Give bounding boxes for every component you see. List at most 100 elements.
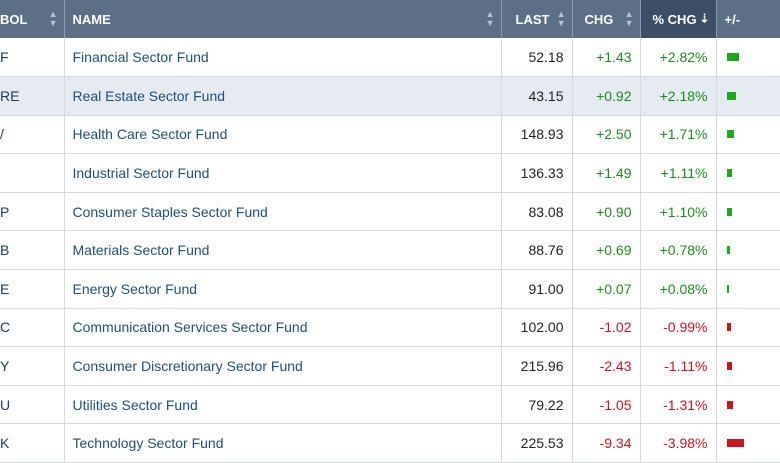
fund-name-link[interactable]: Communication Services Sector Fund (64, 308, 502, 347)
last-price-cell: 91.00 (501, 269, 573, 309)
change-bar (726, 246, 730, 255)
change-cell: +2.50 (572, 115, 641, 154)
percent-change-cell: +2.82% (640, 38, 717, 77)
sort-arrows-icon: ▲ ▼ (48, 9, 58, 28)
fund-name-link[interactable]: Industrial Sector Fund (64, 153, 502, 193)
table-row[interactable]: U Utilities Sector Fund 79.22 -1.05 -1.31% (0, 385, 780, 424)
fund-name-link[interactable]: Energy Sector Fund (64, 269, 502, 309)
symbol-cell[interactable]: P (0, 192, 65, 231)
fund-name-link[interactable]: Consumer Staples Sector Fund (64, 192, 502, 231)
change-cell: +0.69 (572, 230, 641, 270)
last-price-cell: 136.33 (501, 153, 573, 193)
change-cell: -1.05 (572, 385, 641, 424)
change-bar-cell (716, 230, 780, 270)
table-row[interactable]: K Technology Sector Fund 225.53 -9.34 -3.98% (0, 423, 780, 463)
change-bar (726, 439, 744, 448)
fund-name-link[interactable]: Real Estate Sector Fund (64, 76, 502, 116)
last-price-cell: 215.96 (501, 346, 573, 386)
change-bar-cell (716, 346, 780, 386)
percent-change-cell: +0.78% (640, 230, 717, 270)
change-cell: +0.92 (572, 76, 641, 116)
column-header-label: BOL (0, 11, 28, 27)
table-row[interactable]: Industrial Sector Fund 136.33 +1.49 +1.11% (0, 153, 780, 193)
table-row[interactable]: P Consumer Staples Sector Fund 83.08 +0.90 +… (0, 192, 780, 231)
percent-change-cell: -3.98% (640, 423, 717, 463)
symbol-cell[interactable]: E (0, 269, 65, 309)
change-bar (726, 207, 732, 216)
last-price-cell: 79.22 (501, 385, 573, 424)
column-header-name[interactable]: NAME ▲ ▼ (64, 0, 502, 38)
percent-change-cell: -1.31% (640, 385, 717, 424)
percent-change-cell: +0.08% (640, 269, 717, 309)
last-price-cell: 102.00 (501, 308, 573, 347)
symbol-cell[interactable]: Y (0, 346, 65, 386)
percent-change-cell: -1.11% (640, 346, 717, 386)
table-row[interactable]: F Financial Sector Fund 52.18 +1.43 +2.82% (0, 38, 780, 77)
change-bar-cell (716, 76, 780, 116)
sort-arrows-icon: ▲ ▼ (624, 9, 634, 28)
change-bar (726, 130, 734, 139)
column-header-pct-chg[interactable]: % CHG ⇣ (640, 0, 717, 38)
sort-descending-icon: ⇣ (699, 11, 710, 26)
fund-name-link[interactable]: Utilities Sector Fund (64, 385, 502, 424)
column-header-chg[interactable]: CHG ▲ ▼ (572, 0, 641, 38)
change-cell: -1.02 (572, 308, 641, 347)
fund-name-link[interactable]: Financial Sector Fund (64, 38, 502, 77)
column-header-last[interactable]: LAST ▲ ▼ (501, 0, 573, 38)
change-bar (726, 323, 731, 332)
change-bar-cell (716, 153, 780, 193)
table-row[interactable]: C Communication Services Sector Fund 102.0… (0, 308, 780, 347)
change-bar-cell (716, 115, 780, 154)
fund-name-link[interactable]: Materials Sector Fund (64, 230, 502, 270)
sort-arrows-icon: ▲ ▼ (485, 9, 495, 28)
fund-name-link[interactable]: Technology Sector Fund (64, 423, 502, 463)
table-row[interactable]: RE Real Estate Sector Fund 43.15 +0.92 +2.18… (0, 76, 780, 116)
table-row[interactable]: Y Consumer Discretionary Sector Fund 215.9… (0, 346, 780, 386)
symbol-cell[interactable]: K (0, 423, 65, 463)
change-bar-cell (716, 385, 780, 424)
percent-change-cell: +1.71% (640, 115, 717, 154)
last-price-cell: 225.53 (501, 423, 573, 463)
table-row[interactable]: B Materials Sector Fund 88.76 +0.69 +0.78% (0, 230, 780, 270)
column-header-label: CHG (584, 11, 614, 27)
symbol-cell[interactable]: C (0, 308, 65, 347)
symbol-cell[interactable] (0, 153, 65, 193)
last-price-cell: 52.18 (501, 38, 573, 77)
change-bar-cell (716, 192, 780, 231)
column-header-plus-minus[interactable]: +/- (716, 0, 780, 38)
fund-name-link[interactable]: Consumer Discretionary Sector Fund (64, 346, 502, 386)
table-row[interactable]: / Health Care Sector Fund 148.93 +2.50 +1.71… (0, 115, 780, 154)
change-cell: -2.43 (572, 346, 641, 386)
change-bar-cell (716, 38, 780, 77)
change-cell: +0.90 (572, 192, 641, 231)
symbol-cell[interactable]: F (0, 38, 65, 77)
percent-change-cell: +2.18% (640, 76, 717, 116)
symbol-cell[interactable]: B (0, 230, 65, 270)
symbol-cell[interactable]: / (0, 115, 65, 154)
fund-name-link[interactable]: Health Care Sector Fund (64, 115, 502, 154)
change-bar (726, 169, 732, 178)
change-cell: +0.07 (572, 269, 641, 309)
column-header-label: NAME (72, 11, 111, 27)
sort-arrows-icon: ▲ ▼ (556, 9, 566, 28)
change-bar (726, 284, 729, 293)
table-header: BOL ▲ ▼ NAME ▲ ▼ LAST ▲ ▼ CHG ▲ ▼ % CHG ⇣ +/… (0, 0, 780, 38)
last-price-cell: 43.15 (501, 76, 573, 116)
change-bar-cell (716, 269, 780, 309)
change-cell: +1.49 (572, 153, 641, 193)
change-cell: -9.34 (572, 423, 641, 463)
symbol-cell[interactable]: U (0, 385, 65, 424)
symbol-cell[interactable]: RE (0, 76, 65, 116)
table-row[interactable]: E Energy Sector Fund 91.00 +0.07 +0.08% (0, 269, 780, 309)
change-bar (726, 362, 732, 371)
last-price-cell: 83.08 (501, 192, 573, 231)
last-price-cell: 148.93 (501, 115, 573, 154)
change-bar (726, 400, 733, 409)
change-bar-cell (716, 423, 780, 463)
column-header-symbol[interactable]: BOL ▲ ▼ (0, 0, 65, 38)
percent-change-cell: +1.11% (640, 153, 717, 193)
change-cell: +1.43 (572, 38, 641, 77)
percent-change-cell: +1.10% (640, 192, 717, 231)
change-bar-cell (716, 308, 780, 347)
